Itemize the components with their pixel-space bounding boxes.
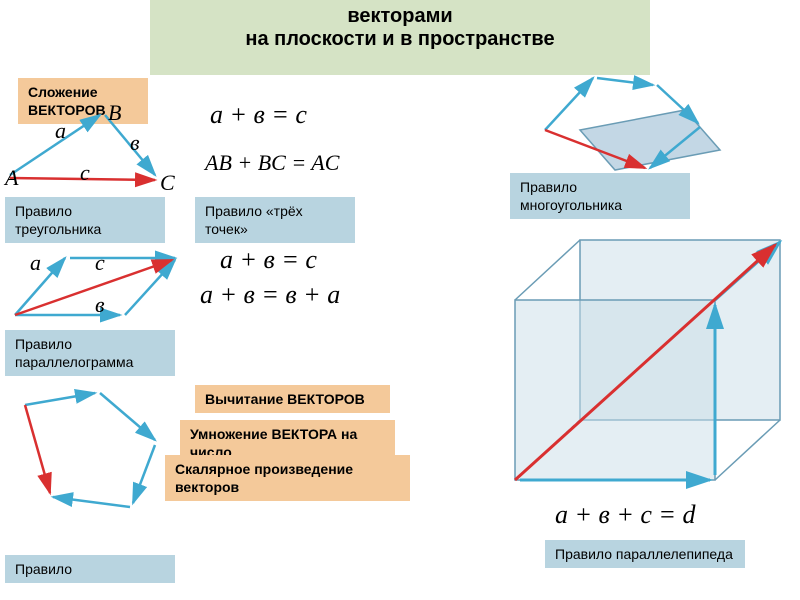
label-c1: c xyxy=(80,160,90,186)
parallelogram-rule-box: Правило параллелограмма xyxy=(5,330,175,376)
label-a2: a xyxy=(30,250,41,276)
formula-2: AB + BC = AC xyxy=(205,150,339,176)
rule-box: Правило xyxy=(5,555,175,583)
scalar-product-box: Скалярное произведение векторов xyxy=(165,455,410,501)
formula-1: a + в = c xyxy=(210,100,307,130)
header-line2: на плоскости и в пространстве xyxy=(150,28,650,51)
label-b1: в xyxy=(130,130,140,156)
cube-diagram xyxy=(490,215,800,505)
header-box: векторами на плоскости и в пространстве xyxy=(150,0,650,75)
header-line1: векторами xyxy=(150,5,650,28)
subtraction-box: Вычитание ВЕКТОРОВ xyxy=(195,385,390,413)
formula-4: a + в = в + a xyxy=(200,280,340,310)
triangle-diagram xyxy=(0,100,180,200)
formula-3: a + в = c xyxy=(220,245,317,275)
label-b2: в xyxy=(95,292,105,318)
label-C: C xyxy=(160,170,175,196)
triangle-rule-box: Правило треугольника xyxy=(5,197,165,243)
label-c2: c xyxy=(95,250,105,276)
label-B: B xyxy=(108,100,121,126)
parallelepiped-rule-box: Правило параллелепипеда xyxy=(545,540,745,568)
three-points-box: Правило «трёх точек» xyxy=(195,197,355,243)
polygon-rule-box: Правило многоугольника xyxy=(510,173,690,219)
polygon-diagram xyxy=(5,375,185,525)
label-A: A xyxy=(5,165,18,191)
label-a1: a xyxy=(55,118,66,144)
formula-5: a + в + c = d xyxy=(555,500,695,530)
